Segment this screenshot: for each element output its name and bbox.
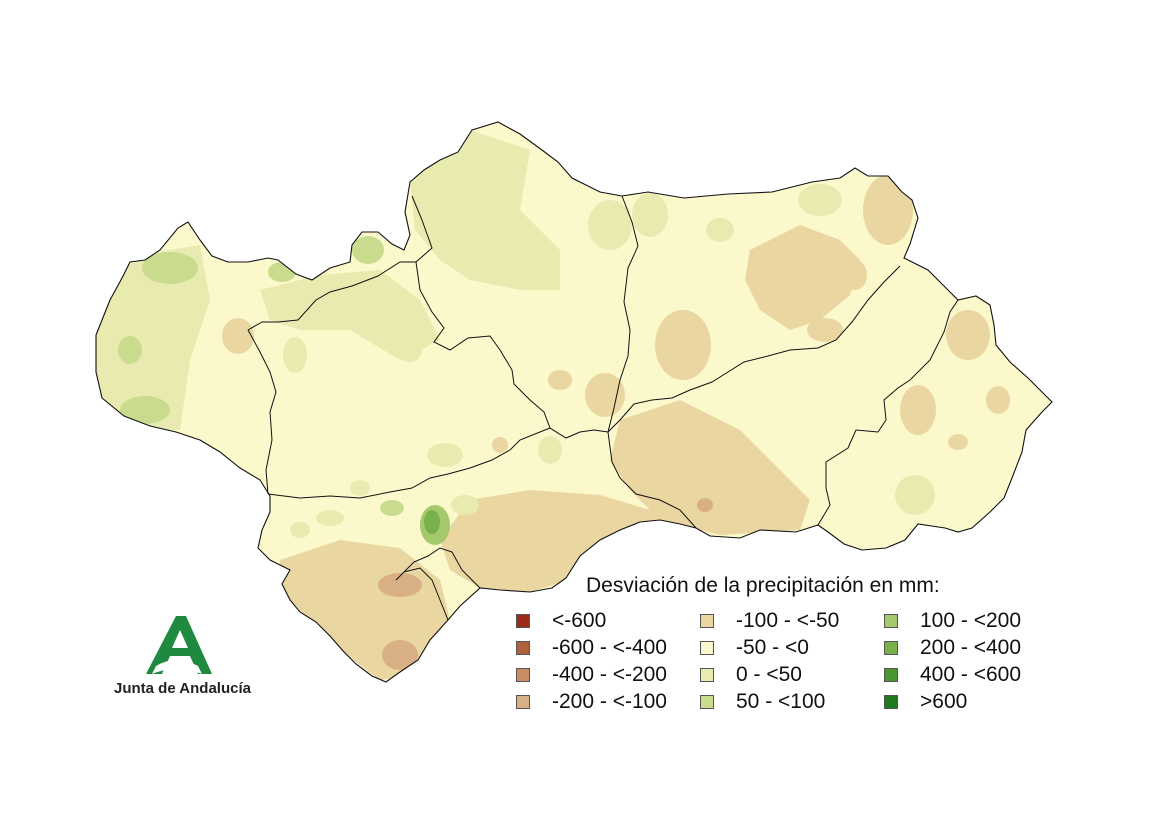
legend-item: 400 - <600	[884, 663, 1022, 686]
legend-item: -50 - <0	[700, 636, 809, 659]
legend-item: -100 - <-50	[700, 609, 840, 632]
legend-swatch	[700, 695, 714, 709]
legend-swatch	[516, 668, 530, 682]
legend-item: -400 - <-200	[516, 663, 667, 686]
legend-swatch	[516, 614, 530, 628]
logo-text: Junta de Andalucía	[114, 680, 251, 697]
legend-swatch	[700, 668, 714, 682]
legend-label: 100 - <200	[920, 609, 1022, 632]
legend-swatch	[884, 614, 898, 628]
legend-label: -200 - <-100	[552, 690, 667, 713]
junta-andalucia-logo	[146, 616, 212, 674]
legend-label: <-600	[552, 609, 607, 632]
legend-label: -400 - <-200	[552, 663, 667, 686]
legend-item: >600	[884, 690, 968, 713]
legend-label: 200 - <400	[920, 636, 1022, 659]
legend-label: 400 - <600	[920, 663, 1022, 686]
legend-label: -600 - <-400	[552, 636, 667, 659]
legend-label: 50 - <100	[736, 690, 826, 713]
legend-item: 100 - <200	[884, 609, 1022, 632]
legend-item: 200 - <400	[884, 636, 1022, 659]
legend-swatch	[700, 614, 714, 628]
legend-swatch	[516, 641, 530, 655]
legend-item: 50 - <100	[700, 690, 826, 713]
legend-swatch	[884, 641, 898, 655]
legend-item: <-600	[516, 609, 607, 632]
legend-item: -200 - <-100	[516, 690, 667, 713]
legend-swatch	[884, 668, 898, 682]
legend-item: -600 - <-400	[516, 636, 667, 659]
legend-label: 0 - <50	[736, 663, 802, 686]
legend-label: -100 - <-50	[736, 609, 840, 632]
legend-swatch	[516, 695, 530, 709]
legend-label: -50 - <0	[736, 636, 809, 659]
legend-title: Desviación de la precipitación en mm:	[586, 574, 940, 597]
legend-swatch	[700, 641, 714, 655]
legend-swatch	[884, 695, 898, 709]
legend-item: 0 - <50	[700, 663, 802, 686]
legend-label: >600	[920, 690, 968, 713]
